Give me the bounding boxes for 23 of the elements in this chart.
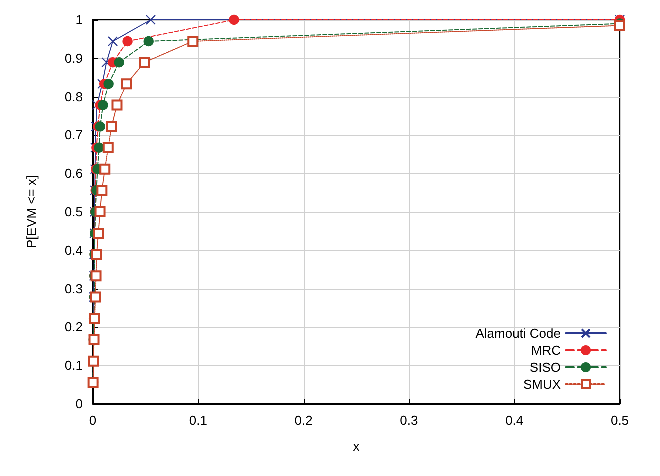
x-tick-label: 0.2: [294, 413, 313, 428]
legend-label: SISO: [530, 360, 561, 375]
y-tick-label: 0.1: [64, 358, 83, 374]
y-tick-label: 1: [76, 12, 83, 28]
x-tick-label: 0: [89, 413, 97, 428]
y-tick-label: 0.9: [64, 50, 83, 66]
y-tick-label: 0.5: [64, 204, 83, 220]
y-tick-label: 0.2: [64, 320, 83, 335]
x-tick-label: 0.5: [610, 413, 630, 428]
legend-label: SMUX: [523, 377, 562, 392]
y-tick-label: 0.3: [64, 281, 83, 296]
y-axis-title: P[EVM <= x]: [24, 176, 39, 248]
legend-label: MRC: [531, 343, 561, 358]
x-tick-label: 0.4: [506, 413, 524, 428]
legend-label: Alamouti Code: [476, 326, 561, 341]
x-tick-label: 0.1: [189, 413, 208, 428]
y-tick-label: 0: [76, 396, 83, 412]
y-tick-label: 0.6: [64, 166, 83, 182]
y-tick-label: 0.8: [64, 89, 83, 104]
x-axis-title: x: [353, 439, 360, 454]
y-tick-label: 0.7: [64, 128, 83, 143]
y-tick-label: 0.4: [64, 242, 83, 258]
x-tick-label: 0.3: [400, 413, 418, 428]
